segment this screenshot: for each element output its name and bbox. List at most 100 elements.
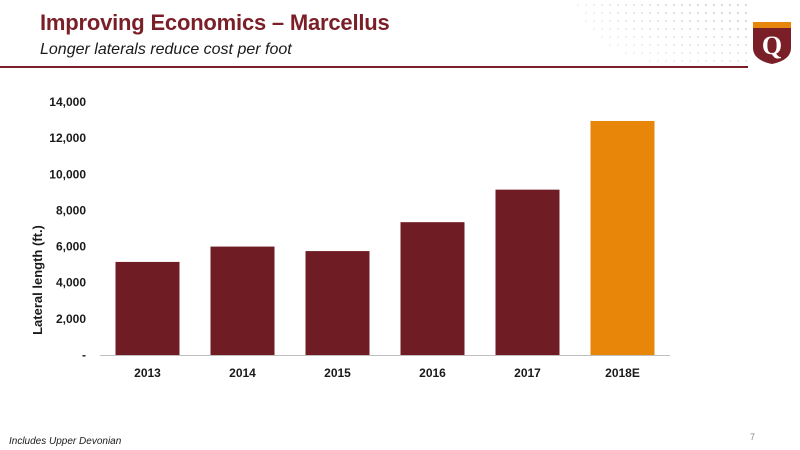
decorative-dot: [720, 43, 724, 47]
decorative-dot: [616, 35, 620, 39]
decorative-dot: [672, 59, 676, 63]
decorative-dot: [688, 11, 692, 15]
bar-2018e: [590, 120, 655, 355]
bars: [115, 120, 655, 355]
decorative-dot: [672, 19, 676, 23]
decorative-dot: [688, 43, 692, 47]
decorative-dot: [616, 11, 620, 15]
decorative-dot: [720, 59, 724, 63]
decorative-dot: [632, 11, 636, 15]
decorative-dot: [600, 27, 604, 31]
decorative-dot: [728, 43, 732, 47]
decorative-dot: [704, 59, 708, 63]
decorative-dot: [672, 35, 676, 39]
decorative-dot: [640, 43, 644, 47]
decorative-dot: [656, 3, 660, 7]
decorative-dot: [744, 43, 748, 47]
decorative-dot: [624, 3, 628, 7]
decorative-dot: [648, 35, 652, 39]
decorative-dot: [704, 11, 708, 15]
decorative-dot: [632, 51, 636, 55]
decorative-dot: [656, 19, 660, 23]
decorative-dot: [736, 3, 740, 7]
decorative-dot: [728, 27, 732, 31]
bar-2014: [210, 246, 275, 355]
decorative-dot: [680, 35, 684, 39]
slide-subtitle: Longer laterals reduce cost per foot: [40, 41, 292, 58]
decorative-dot: [624, 35, 628, 39]
lateral-length-bar-chart: Lateral length (ft.) - 2,000 4,000 6,000 8,0…: [30, 95, 670, 380]
decorative-dot: [664, 51, 668, 55]
decorative-dot: [680, 19, 684, 23]
decorative-dot: [648, 59, 652, 63]
decorative-dot: [696, 43, 700, 47]
decorative-dot: [736, 51, 740, 55]
decorative-dot: [664, 35, 668, 39]
decorative-dot: [712, 35, 716, 39]
decorative-dot: [696, 35, 700, 39]
decorative-dot: [744, 11, 748, 15]
decorative-dot: [656, 51, 660, 55]
decorative-dot: [688, 3, 692, 7]
decorative-dot: [680, 51, 684, 55]
decorative-dot: [640, 35, 644, 39]
decorative-dot: [584, 11, 588, 15]
decorative-dot: [712, 11, 716, 15]
decorative-dot: [616, 19, 620, 23]
decorative-dot: [728, 19, 732, 23]
decorative-dot: [640, 11, 644, 15]
decorative-dot: [728, 59, 732, 63]
decorative-dot: [608, 43, 612, 47]
decorative-dot: [608, 3, 612, 7]
decorative-dot: [696, 19, 700, 23]
decorative-dot: [712, 51, 716, 55]
decorative-dot: [664, 59, 668, 63]
decorative-dot: [736, 35, 740, 39]
decorative-dot: [688, 35, 692, 39]
decorative-dot: [680, 59, 684, 63]
decorative-dot: [600, 11, 604, 15]
decorative-dot: [672, 3, 676, 7]
decorative-dot: [720, 51, 724, 55]
decorative-dot: [728, 35, 732, 39]
decorative-dot-pattern: [576, 3, 748, 63]
decorative-dot: [608, 35, 612, 39]
decorative-dot: [736, 43, 740, 47]
decorative-dot: [616, 43, 620, 47]
decorative-dot: [648, 27, 652, 31]
decorative-dot: [744, 27, 748, 31]
decorative-dot: [744, 51, 748, 55]
decorative-dot: [688, 59, 692, 63]
company-logo: Q: [753, 22, 791, 64]
decorative-dot: [632, 27, 636, 31]
y-tick-label: 2,000: [56, 312, 86, 326]
decorative-dot: [608, 11, 612, 15]
decorative-dot: [688, 19, 692, 23]
bar-2013: [115, 261, 180, 355]
decorative-dot: [624, 19, 628, 23]
decorative-dot: [688, 51, 692, 55]
x-tick-label: 2014: [229, 366, 256, 380]
y-tick-label: 6,000: [56, 240, 86, 254]
decorative-dot: [632, 43, 636, 47]
decorative-dot: [696, 51, 700, 55]
decorative-dot: [640, 27, 644, 31]
decorative-dot: [744, 19, 748, 23]
logo-letter: Q: [762, 31, 782, 60]
y-tick-label: 8,000: [56, 203, 86, 217]
decorative-dot: [696, 59, 700, 63]
decorative-dot: [672, 51, 676, 55]
x-tick-label: 2013: [134, 366, 161, 380]
decorative-dot: [648, 19, 652, 23]
x-tick-label: 2015: [324, 366, 351, 380]
decorative-dot: [664, 19, 668, 23]
logo-shield: [753, 22, 791, 64]
decorative-dot: [720, 3, 724, 7]
decorative-dot: [680, 43, 684, 47]
decorative-dot: [592, 27, 596, 31]
decorative-dot: [664, 3, 668, 7]
slide-title: Improving Economics – Marcellus: [40, 10, 390, 35]
decorative-dot: [592, 3, 596, 7]
decorative-dot: [576, 3, 580, 7]
x-tick-label: 2016: [419, 366, 446, 380]
